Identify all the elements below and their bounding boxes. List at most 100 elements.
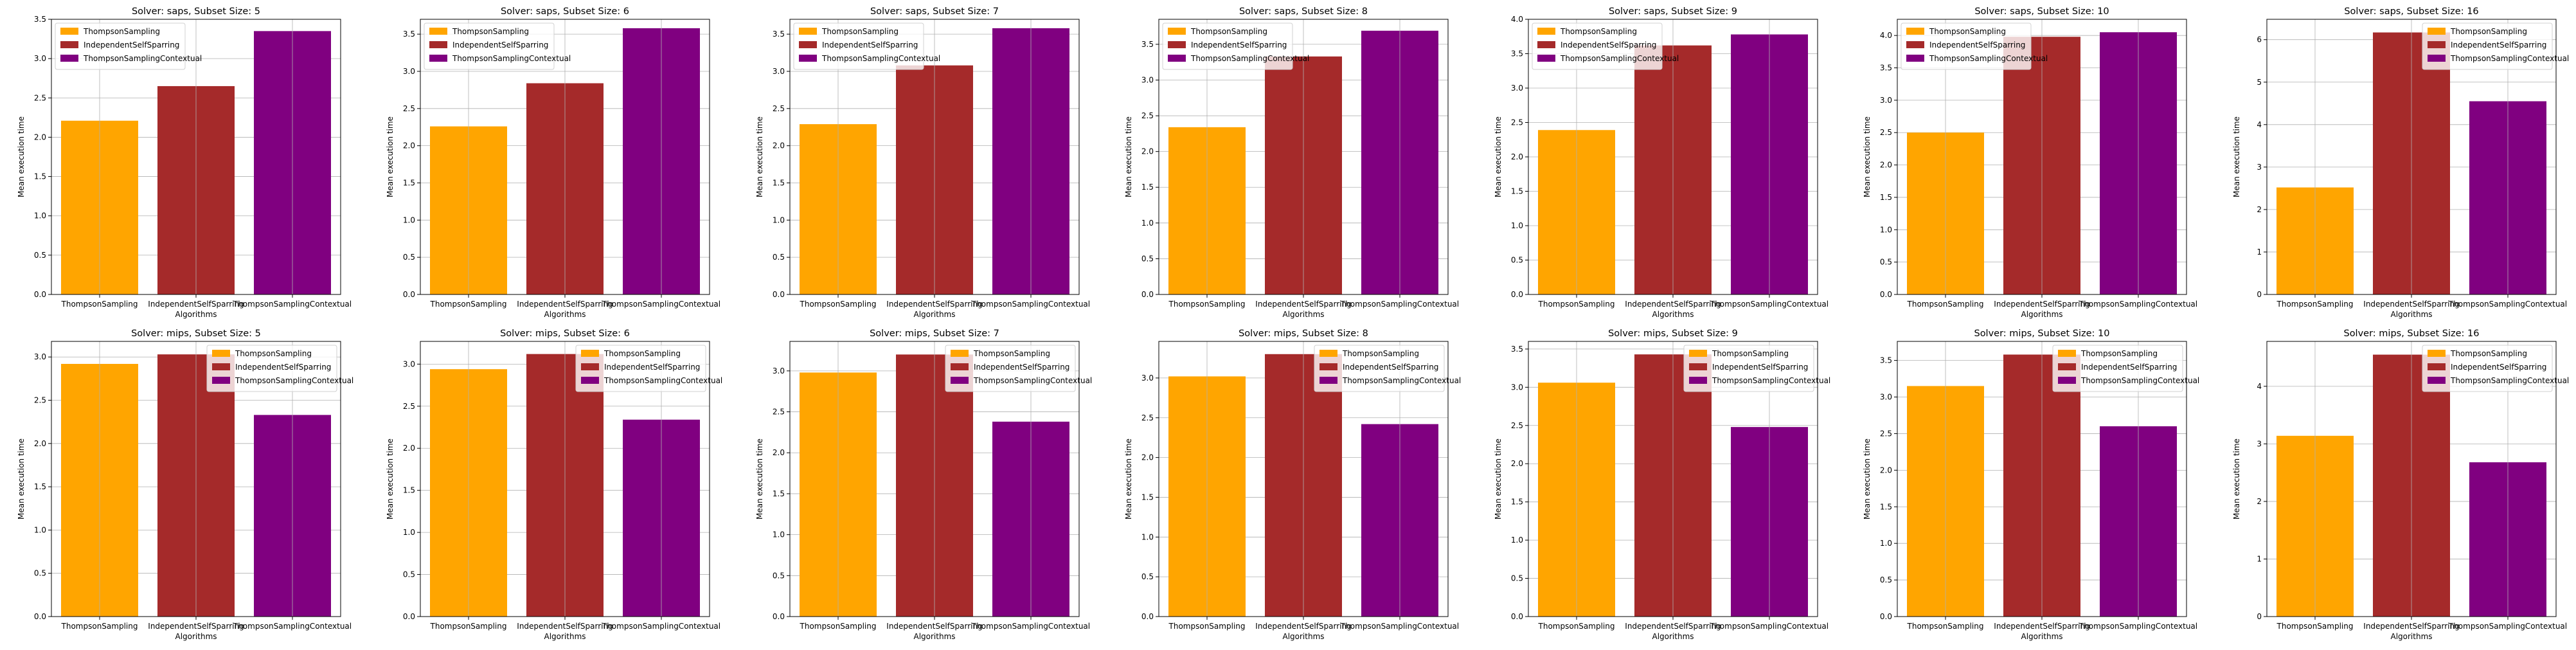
y-tick-label: 5: [2257, 78, 2262, 87]
legend-swatch-ThompsonSamplingContextual: [429, 55, 447, 62]
x-tick-label: IndependentSelfSparring: [1994, 300, 2089, 309]
y-axis-label: Mean execution time: [1494, 438, 1503, 519]
legend-entry-label: ThompsonSamplingContextual: [1712, 376, 1830, 385]
x-tick-label: ThompsonSampling: [1907, 622, 1984, 631]
y-tick-label: 2.5: [403, 104, 415, 113]
x-axis-label: Algorithms: [544, 310, 586, 319]
legend-entry-label: ThompsonSampling: [973, 349, 1050, 358]
y-tick-label: 1.0: [403, 528, 415, 537]
y-tick-label: 1.0: [34, 525, 46, 534]
chart-title: Solver: saps, Subset Size: 6: [501, 6, 629, 17]
y-tick-label: 1.0: [1141, 532, 1154, 541]
legend-entry-label: ThompsonSampling: [821, 27, 899, 36]
legend-box: [206, 345, 337, 392]
x-tick-label: ThompsonSamplingContextual: [233, 622, 352, 631]
legend-swatch-IndependentSelfSparring: [2428, 41, 2446, 48]
y-tick-label: 0: [2257, 290, 2262, 299]
x-axis-label: Algorithms: [913, 310, 955, 319]
legend: ThompsonSampling IndependentSelfSparring T…: [1162, 23, 1309, 70]
x-tick-label: ThompsonSampling: [1538, 300, 1615, 309]
y-tick-label: 1.0: [1880, 539, 1892, 548]
subplot-5: 0.0 0.5 1.0 1.5 2.0 2.5 3.0 3.5 4.0 ThompsonSampl…: [1494, 6, 1829, 319]
legend-swatch-ThompsonSampling: [1689, 350, 1707, 357]
y-tick-label: 2.0: [34, 439, 46, 448]
y-tick-label: 1.0: [773, 530, 785, 539]
y-axis-label: Mean execution time: [17, 438, 26, 519]
x-tick-label: ThompsonSampling: [430, 622, 507, 631]
chart-title: Solver: saps, Subset Size: 5: [132, 6, 260, 17]
y-tick-label: 1.0: [1511, 536, 1523, 545]
y-tick-label: 0.5: [1880, 575, 1892, 584]
legend-box: [55, 23, 186, 70]
x-tick-label: ThompsonSamplingContextual: [1340, 300, 1459, 309]
legend-entry-label: ThompsonSampling: [1342, 349, 1419, 358]
legend-swatch-IndependentSelfSparring: [581, 363, 599, 370]
legend: ThompsonSampling IndependentSelfSparring T…: [2422, 345, 2569, 392]
y-tick-label: 0.5: [34, 569, 46, 578]
y-tick-label: 0.5: [1511, 574, 1523, 583]
x-tick-label: ThompsonSampling: [1168, 300, 1246, 309]
legend-entry-label: ThompsonSamplingContextual: [1560, 54, 1679, 63]
y-tick-label: 4.0: [1880, 31, 1892, 40]
x-axis-label: Algorithms: [2390, 632, 2432, 641]
legend: ThompsonSampling IndependentSelfSparring T…: [2422, 23, 2569, 70]
y-tick-label: 1.0: [1511, 221, 1523, 230]
subplot-6: 0.0 0.5 1.0 1.5 2.0 2.5 3.0 3.5 4.0 ThompsonSampl…: [1863, 6, 2197, 319]
legend: ThompsonSampling IndependentSelfSparring T…: [793, 23, 940, 70]
x-axis-label: Algorithms: [175, 632, 217, 641]
subplot-8: 0.0 0.5 1.0 1.5 2.0 2.5 3.0 ThompsonSampling Ind…: [17, 329, 353, 641]
y-tick-label: 0: [2257, 612, 2262, 621]
y-tick-label: 0.0: [773, 612, 785, 621]
legend-entry-label: IndependentSelfSparring: [235, 363, 331, 372]
legend-swatch-ThompsonSampling: [2428, 350, 2446, 357]
legend-box: [1683, 345, 1814, 392]
legend-entry-label: IndependentSelfSparring: [1191, 41, 1287, 50]
legend-entry-label: IndependentSelfSparring: [2081, 363, 2177, 372]
x-axis-label: Algorithms: [1652, 632, 1694, 641]
y-tick-label: 0.5: [34, 251, 46, 260]
legend-swatch-ThompsonSamplingContextual: [60, 55, 78, 62]
y-tick-label: 2.5: [403, 402, 415, 411]
x-tick-label: ThompsonSampling: [1538, 622, 1615, 631]
legend-swatch-IndependentSelfSparring: [212, 363, 230, 370]
legend-box: [1162, 23, 1293, 70]
x-axis-label: Algorithms: [2021, 632, 2062, 641]
subplot-3: 0.0 0.5 1.0 1.5 2.0 2.5 3.0 3.5 ThompsonSampling…: [755, 6, 1090, 319]
y-tick-label: 0.0: [1141, 612, 1154, 621]
x-tick-label: ThompsonSamplingContextual: [2079, 300, 2197, 309]
x-axis-label: Algorithms: [1282, 310, 1324, 319]
x-tick-label: IndependentSelfSparring: [1255, 300, 1351, 309]
y-tick-label: 1.5: [1880, 502, 1892, 511]
legend-entry-label: ThompsonSampling: [1560, 27, 1637, 36]
chart-title: Solver: saps, Subset Size: 8: [1239, 6, 1368, 17]
x-tick-label: ThompsonSampling: [2276, 300, 2354, 309]
y-tick-label: 1.5: [1141, 492, 1154, 501]
legend-swatch-ThompsonSamplingContextual: [2058, 377, 2076, 384]
legend-swatch-ThompsonSampling: [429, 28, 447, 35]
legend-swatch-IndependentSelfSparring: [1319, 363, 1337, 370]
legend-entry-label: ThompsonSamplingContextual: [1342, 376, 1461, 385]
y-tick-label: 2.0: [1511, 459, 1523, 468]
legend: ThompsonSampling IndependentSelfSparring T…: [206, 345, 353, 392]
x-tick-label: ThompsonSamplingContextual: [602, 300, 720, 309]
legend-entry-label: ThompsonSampling: [452, 27, 529, 36]
legend-box: [2422, 345, 2553, 392]
y-axis-label: Mean execution time: [755, 438, 764, 519]
legend-swatch-ThompsonSamplingContextual: [2428, 55, 2446, 62]
legend-swatch-IndependentSelfSparring: [1168, 41, 1186, 48]
y-tick-label: 3.0: [1141, 75, 1154, 84]
y-tick-label: 2.5: [1511, 118, 1523, 127]
y-tick-label: 0.0: [403, 612, 415, 621]
y-tick-label: 4.0: [1511, 15, 1523, 24]
legend-entry-label: ThompsonSamplingContextual: [973, 376, 1092, 385]
y-tick-label: 1.5: [1511, 187, 1523, 196]
chart-title: Solver: saps, Subset Size: 10: [1974, 6, 2109, 17]
x-tick-label: IndependentSelfSparring: [2363, 300, 2459, 309]
legend: ThompsonSampling IndependentSelfSparring T…: [945, 345, 1092, 392]
y-tick-label: 3.5: [773, 30, 785, 39]
legend-entry-label: ThompsonSamplingContextual: [452, 54, 571, 63]
y-tick-label: 2.0: [773, 448, 785, 457]
legend-box: [2052, 345, 2183, 392]
y-tick-label: 4: [2257, 120, 2262, 129]
y-tick-label: 0.0: [1141, 290, 1154, 299]
